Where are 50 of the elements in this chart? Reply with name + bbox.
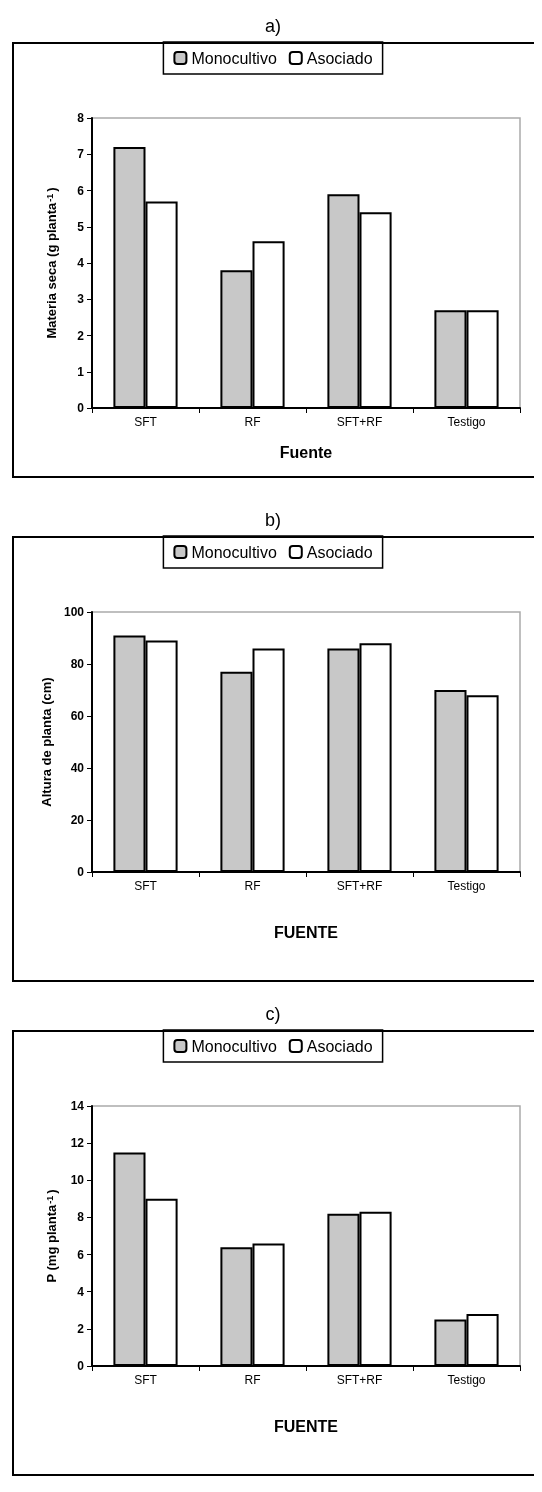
y-tick-label: 4 — [77, 256, 85, 270]
y-tick-label: 80 — [70, 657, 85, 671]
y-tick-label: 3 — [77, 292, 85, 307]
y-tick-label: 0 — [77, 401, 85, 415]
y-tick-label: 20 — [70, 813, 85, 827]
x-tick-label: RF — [244, 879, 261, 893]
x-axis-title: Fuente — [279, 443, 333, 461]
y-tick-label: 0 — [77, 865, 85, 879]
y-tick-label: 1 — [77, 364, 85, 379]
y-tick-label: 4 — [77, 1284, 85, 1299]
x-tick-label: SFT+RF — [336, 415, 383, 429]
x-tick-label: SFT — [134, 1373, 158, 1387]
x-tick-label: Testigo — [447, 1373, 486, 1387]
x-axis-title: FUENTE — [274, 1417, 339, 1435]
x-tick-label: SFT+RF — [336, 879, 383, 893]
y-tick-label: 2 — [77, 1321, 85, 1336]
y-axis-title: Materia seca (g planta-1) — [44, 187, 59, 339]
y-tick-label: 8 — [77, 111, 85, 125]
y-tick-label: 0 — [77, 1359, 85, 1373]
x-tick-label: RF — [244, 415, 261, 429]
x-tick-label: SFT — [134, 879, 158, 893]
legend-label: Monocultivo — [191, 1037, 277, 1055]
x-tick-label: SFT+RF — [336, 1373, 383, 1387]
y-tick-label: 6 — [77, 183, 85, 198]
y-tick-label: 2 — [77, 328, 85, 343]
x-tick-label: Testigo — [447, 415, 486, 429]
legend-label: Asociado — [306, 543, 373, 561]
legend-label: Asociado — [306, 49, 373, 67]
y-tick-label: 12 — [70, 1136, 85, 1151]
legend-label: Monocultivo — [191, 543, 277, 561]
y-tick-label: 60 — [70, 709, 85, 723]
y-tick-label: 5 — [77, 219, 85, 234]
legend-label: Monocultivo — [191, 49, 277, 67]
x-tick-label: RF — [244, 1373, 261, 1387]
chart-title: a) — [264, 16, 282, 36]
x-axis-title: FUENTE — [274, 923, 339, 941]
x-tick-label: Testigo — [447, 879, 486, 893]
chart-title: c) — [265, 1004, 281, 1024]
x-tick-label: SFT — [134, 415, 158, 429]
y-axis-title: P (mg planta-1) — [44, 1189, 59, 1283]
y-tick-label: 7 — [77, 147, 85, 162]
y-tick-label: 14 — [70, 1099, 85, 1113]
y-tick-label: 100 — [63, 605, 85, 619]
y-tick-label: 6 — [77, 1247, 85, 1262]
y-tick-label: 10 — [70, 1173, 85, 1188]
y-tick-label: 40 — [70, 761, 85, 775]
y-axis-title: Altura de planta (cm) — [39, 677, 55, 807]
chart-title: b) — [264, 510, 282, 530]
y-tick-label: 8 — [77, 1210, 85, 1225]
legend-label: Asociado — [306, 1037, 373, 1055]
